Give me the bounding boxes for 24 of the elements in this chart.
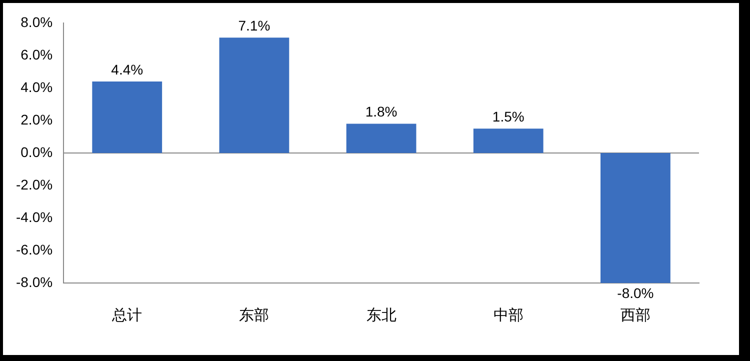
y-tick-label: -6.0%: [16, 241, 53, 258]
data-label: 4.4%: [111, 61, 144, 78]
bar: [346, 124, 416, 153]
y-tick-label: -8.0%: [16, 274, 53, 290]
y-tick-label: -2.0%: [16, 176, 53, 192]
x-tick-label: 东北: [366, 306, 396, 324]
data-label: -8.0%: [617, 284, 654, 301]
bar: [92, 82, 162, 153]
data-label: 1.5%: [492, 108, 524, 124]
y-tick-label: 6.0%: [20, 46, 53, 62]
y-tick-label: 4.0%: [20, 78, 53, 95]
data-label: 1.8%: [365, 104, 398, 120]
x-tick-label: 总计: [111, 306, 142, 324]
x-tick-label: 西部: [620, 306, 650, 324]
y-tick-label: 8.0%: [20, 14, 53, 30]
y-tick-label: -4.0%: [16, 208, 53, 225]
x-tick-label: 中部: [493, 306, 524, 324]
data-label: 7.1%: [238, 17, 270, 34]
bar: [219, 38, 290, 153]
bar: [473, 128, 544, 153]
bar: [600, 153, 670, 283]
y-tick-label: 2.0%: [20, 111, 53, 128]
x-tick-label: 东部: [239, 306, 270, 324]
y-tick-label: 0.0%: [20, 144, 53, 160]
